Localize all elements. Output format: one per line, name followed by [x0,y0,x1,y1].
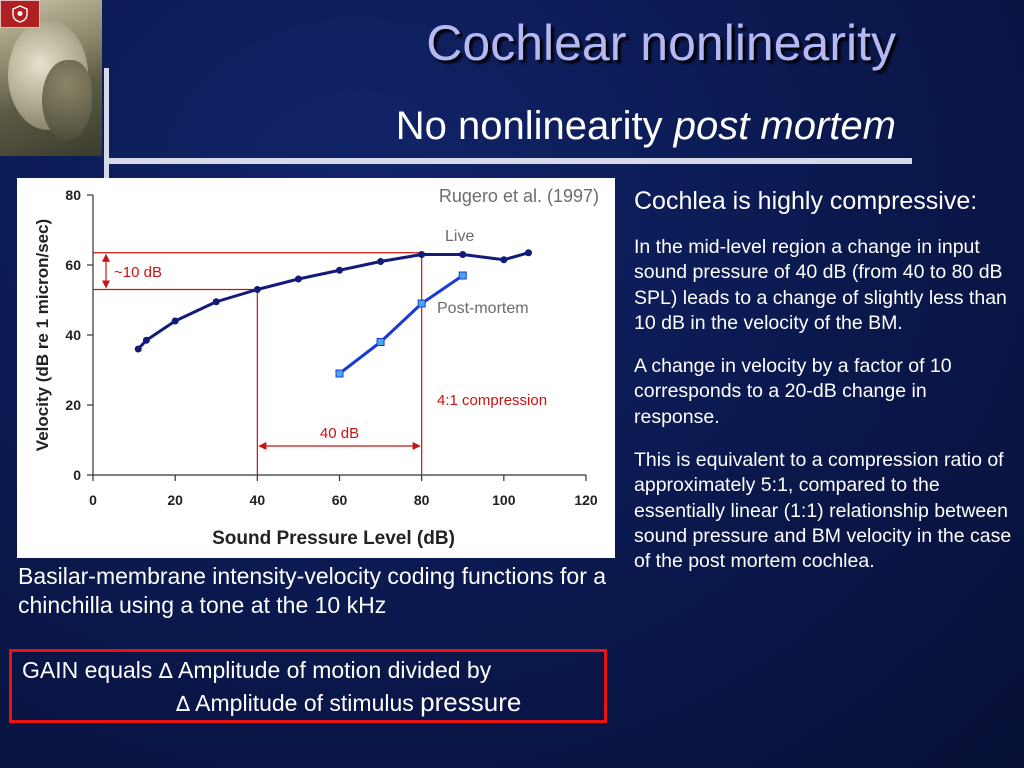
live-data-point [171,317,179,325]
horizontal-divider [104,158,912,164]
live-data-point [377,258,385,265]
live-data-point [142,336,150,344]
series-line-live [137,251,529,351]
page-subtitle: No nonlinearity post mortem [396,104,896,149]
chart-annotations [93,252,423,475]
y-axis-label: Velocity (dB re 1 micron/sec) [33,219,52,451]
y-tick-label: 0 [73,467,81,483]
live-data-point [524,249,532,257]
explanation-paragraph-3: This is equivalent to a compression rati… [634,449,1012,573]
x-tick-label: 100 [492,492,516,508]
series-line-postmortem [338,274,464,375]
gain-denominator: Amplitude of stimulus [190,690,421,716]
x-axis-label: Sound Pressure Level (dB) [212,528,455,549]
postmortem-data-point [458,271,467,280]
x-tick-label: 20 [167,492,183,508]
citation-label: Rugero et al. (1997) [439,186,599,206]
chart-axes [87,194,587,481]
university-seal-icon [0,0,40,28]
gain-numerator: Amplitude of motion divided by [172,657,492,683]
gain-pressure-word: pressure [420,687,522,717]
gain-definition-box: GAIN equals ∆ Amplitude of motion divide… [9,649,607,723]
x-tick-label: 40 [250,492,266,508]
db40-arrowhead-left [258,442,267,450]
live-data-point [212,298,220,306]
postmortem-data-point [417,299,426,308]
gain-prefix: GAIN equals [22,657,159,683]
x-tick-label: 0 [89,492,97,508]
chart-caption: Basilar-membrane intensity-velocity codi… [18,563,607,618]
db40-label: 40 dB [320,425,359,442]
delta-symbol: ∆ [158,659,173,683]
delta-symbol: ∆ [176,692,191,716]
live-data-point [336,266,343,274]
y-tick-label: 80 [65,187,81,203]
explanation-heading: Cochlea is highly compressive: [634,187,978,215]
gain-line-1: GAIN equals ∆ Amplitude of motion divide… [22,657,491,684]
live-data-point [459,251,467,258]
chart-series [134,249,532,378]
live-data-point [253,286,261,293]
chart-text: 0 20 40 60 80 0 20 40 60 80 100 120 Sound Pressure L… [33,186,599,549]
db40-arrowhead-right [412,442,421,450]
live-data-point [134,345,142,353]
explanation-panel: Cochlea is highly compressive: In the mi… [634,186,1014,593]
x-tick-label: 80 [414,492,430,508]
live-data-point [418,251,426,258]
live-data-point [294,275,302,283]
page-title: Cochlear nonlinearity [426,15,896,71]
live-series-label: Live [445,228,474,245]
y-tick-label: 20 [65,397,81,413]
db10-arrowhead-bottom [102,280,110,289]
subtitle-regular: No nonlinearity [395,104,674,148]
compression-label: 4:1 compression [437,392,547,409]
y-tick-label: 60 [65,257,81,273]
y-tick-label: 40 [65,327,81,343]
postmortem-data-point [335,369,344,378]
db10-arrowhead-top [102,253,110,262]
db10-label: ~10 dB [114,264,162,281]
explanation-paragraph-1: In the mid-level region a change in inpu… [634,236,1007,334]
chart-svg: 0 20 40 60 80 0 20 40 60 80 100 120 Sound Pressure L… [33,186,599,549]
postmortem-data-point [376,338,385,346]
explanation-paragraph-2: A change in velocity by a factor of 10 c… [634,355,952,428]
gain-line-2: ∆ Amplitude of stimulus pressure [176,687,521,718]
x-tick-label: 120 [574,492,598,508]
postmortem-series-label: Post-mortem [437,300,529,317]
subtitle-italic: post mortem [673,104,896,148]
cochlea-photo-icon [0,0,102,156]
live-data-point [500,256,508,264]
vertical-divider [104,68,109,186]
x-tick-label: 60 [332,492,348,508]
velocity-chart: 0 20 40 60 80 0 20 40 60 80 100 120 Sound Pressure L… [17,178,615,558]
